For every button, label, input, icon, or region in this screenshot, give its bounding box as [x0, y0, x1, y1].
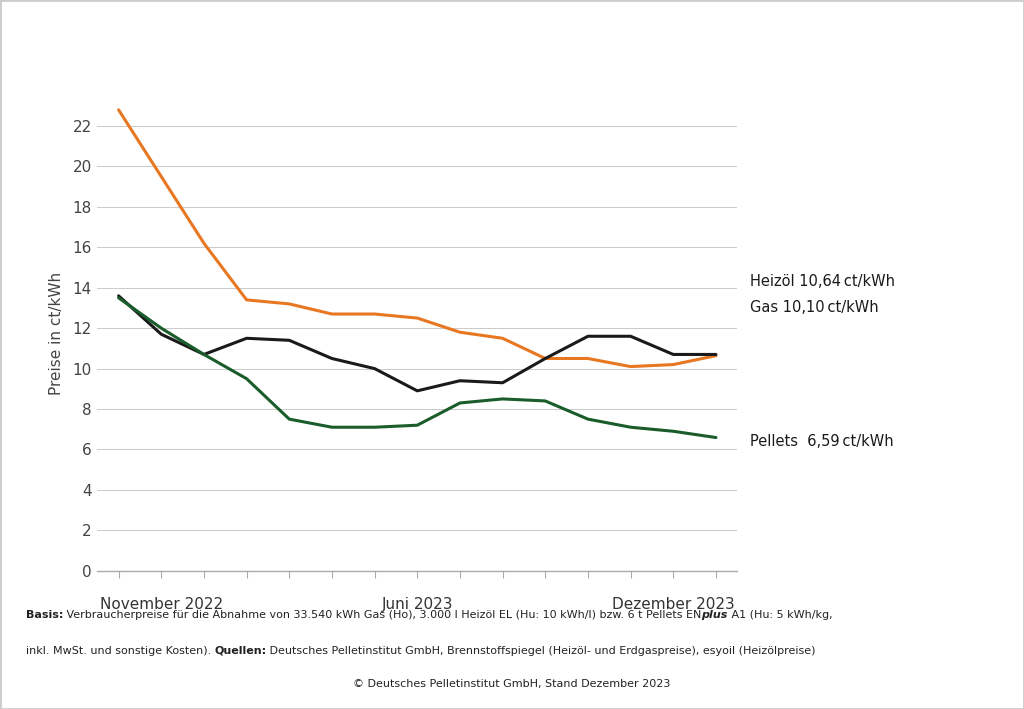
Text: Juni 2023: Juni 2023	[382, 597, 453, 612]
Text: Quellen:: Quellen:	[214, 646, 266, 656]
Text: A1 (Hu: 5 kWh/kg,: A1 (Hu: 5 kWh/kg,	[728, 610, 833, 620]
Text: Dezember 2023: Dezember 2023	[612, 597, 734, 612]
Text: Basis:: Basis:	[26, 610, 62, 620]
Text: inkl. MwSt. und sonstige Kosten).: inkl. MwSt. und sonstige Kosten).	[26, 646, 214, 656]
Y-axis label: Preise in ct/kWh: Preise in ct/kWh	[49, 272, 65, 395]
Text: November 2022: November 2022	[99, 597, 223, 612]
Text: Brennstoffkosten in Deutschland: Brennstoffkosten in Deutschland	[126, 20, 898, 62]
Text: Gas 10,10 ct/kWh: Gas 10,10 ct/kWh	[750, 301, 879, 316]
Text: plus: plus	[701, 610, 728, 620]
Text: Heizöl 10,64 ct/kWh: Heizöl 10,64 ct/kWh	[750, 274, 895, 289]
Text: Deutsches Pelletinstitut GmbH, Brennstoffspiegel (Heizöl- und Erdgaspreise), esy: Deutsches Pelletinstitut GmbH, Brennstof…	[266, 646, 816, 656]
Text: Verbraucherpreise für die Abnahme von 33.540 kWh Gas (Ho), 3.000 l Heizöl EL (Hu: Verbraucherpreise für die Abnahme von 33…	[62, 610, 701, 620]
Text: Pellets  6,59 ct/kWh: Pellets 6,59 ct/kWh	[750, 434, 893, 449]
Text: © Deutsches Pelletinstitut GmbH, Stand Dezember 2023: © Deutsches Pelletinstitut GmbH, Stand D…	[353, 679, 671, 689]
